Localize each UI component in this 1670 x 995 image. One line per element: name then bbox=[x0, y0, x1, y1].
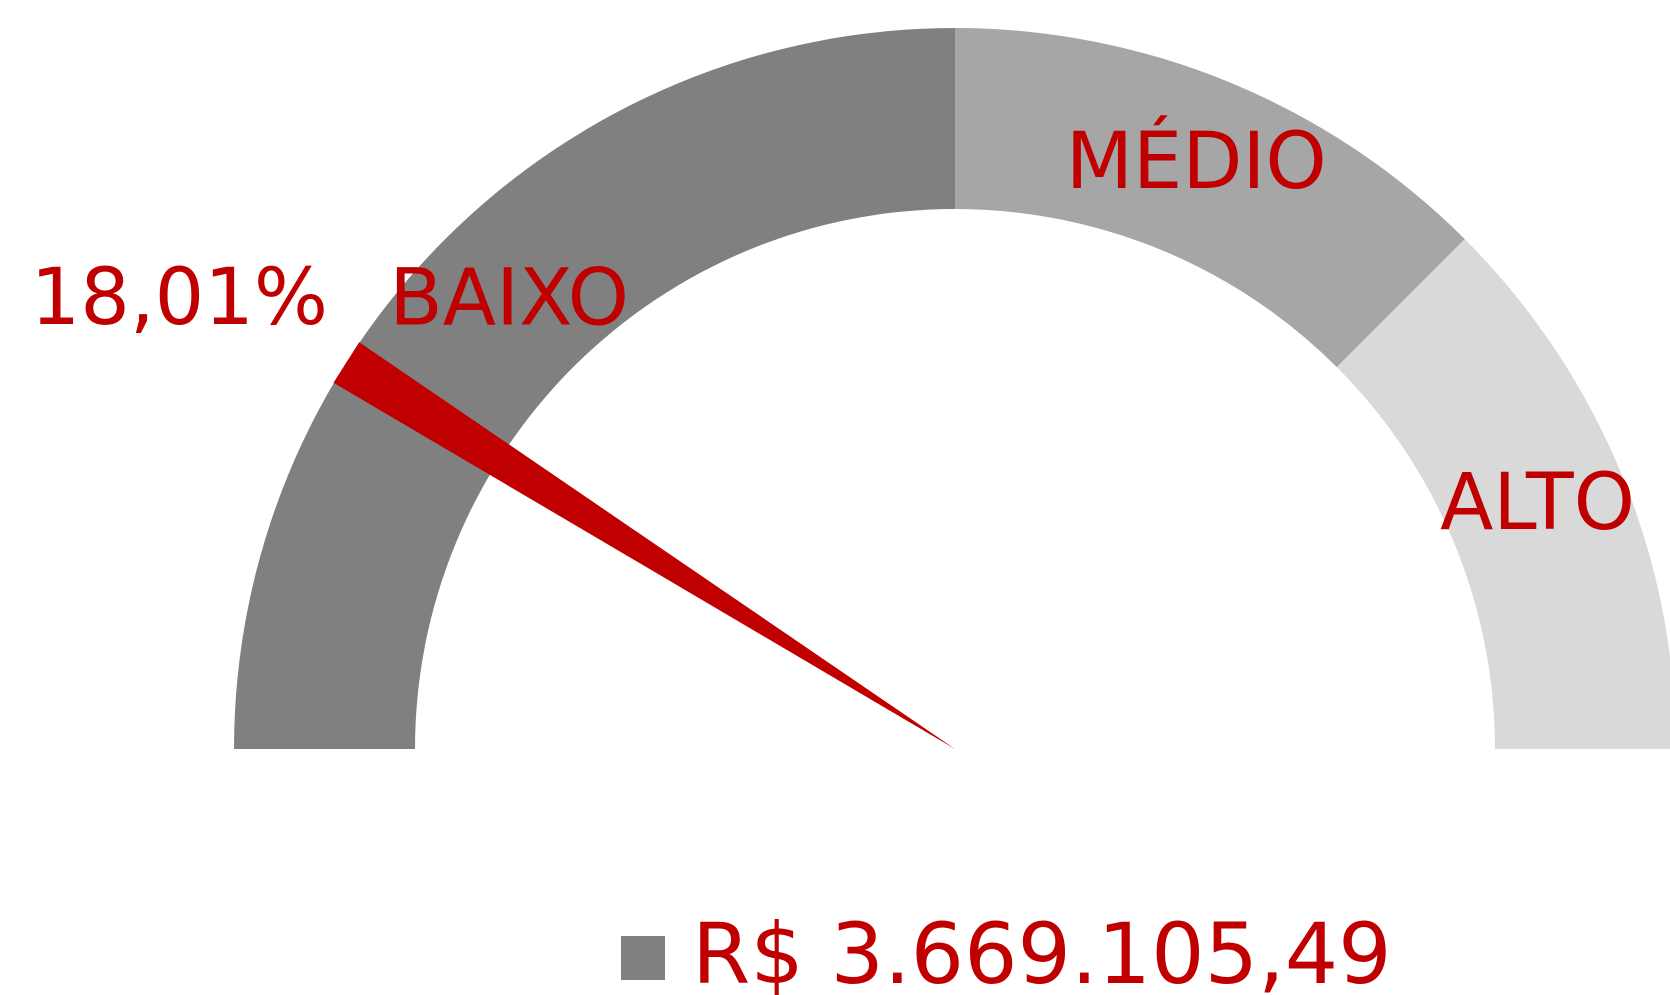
gauge-segment bbox=[955, 28, 1465, 368]
legend-swatch bbox=[621, 936, 665, 980]
needle bbox=[333, 342, 955, 749]
segment-label: MÉDIO bbox=[1066, 115, 1327, 207]
value-label: 18,01% bbox=[31, 253, 328, 343]
segment-label: ALTO bbox=[1440, 458, 1635, 548]
legend-label: R$ 3.669.105,49 bbox=[692, 905, 1392, 995]
gauge-segment bbox=[234, 28, 955, 749]
segment-label: BAIXO bbox=[389, 254, 629, 344]
gauge-segment bbox=[1336, 239, 1670, 749]
